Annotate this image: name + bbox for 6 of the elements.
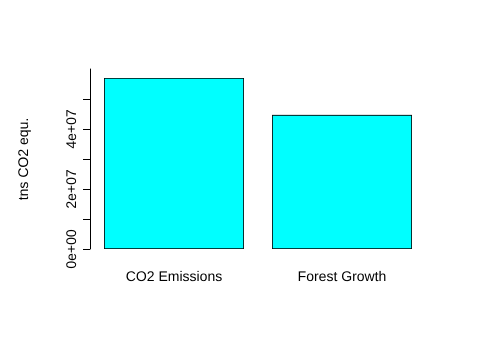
x-tick-label: CO2 Emissions	[126, 268, 222, 284]
y-tick-label: 2e+07	[63, 169, 79, 209]
y-axis-title: tns CO2 equ.	[15, 118, 31, 200]
x-tick-label: Forest Growth	[298, 268, 386, 284]
y-tick-label: 4e+07	[63, 109, 79, 149]
y-tick-label: 0e+00	[63, 229, 79, 269]
